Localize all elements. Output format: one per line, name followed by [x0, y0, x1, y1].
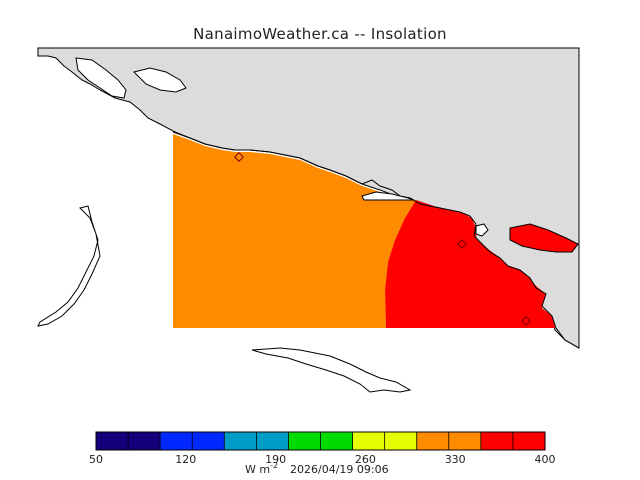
insolation-map — [37, 47, 580, 393]
colorbar-ticks: 50 120 190 260 330 400 — [89, 432, 556, 466]
station-marker-2 — [457, 239, 467, 249]
colorbar-tick-label: 400 — [535, 453, 556, 466]
colorbar-tick-label: 50 — [89, 453, 103, 466]
island-saanich — [509, 223, 579, 253]
island-south — [251, 347, 412, 393]
timestamp: 2026/04/19 09:06 — [290, 463, 389, 476]
island-north-2 — [133, 67, 187, 93]
island-west — [37, 205, 101, 327]
zone-orange — [173, 134, 416, 328]
colorbar-tick-label: 330 — [445, 453, 466, 466]
unit-label: W m-2 — [245, 461, 278, 476]
chart-title: NanaimoWeather.ca -- Insolation — [193, 25, 447, 43]
colorbar-tick-label: 190 — [265, 453, 286, 466]
inlet-spit — [361, 191, 415, 201]
island-north-1 — [75, 57, 127, 99]
colorbar-tick-label: 260 — [355, 453, 376, 466]
coastline-main — [172, 131, 580, 349]
station-marker-1 — [234, 152, 244, 162]
colorbar-tick-label: 120 — [175, 453, 196, 466]
station-marker-3 — [521, 316, 531, 326]
island-red — [475, 223, 489, 237]
zone-red — [385, 200, 555, 328]
